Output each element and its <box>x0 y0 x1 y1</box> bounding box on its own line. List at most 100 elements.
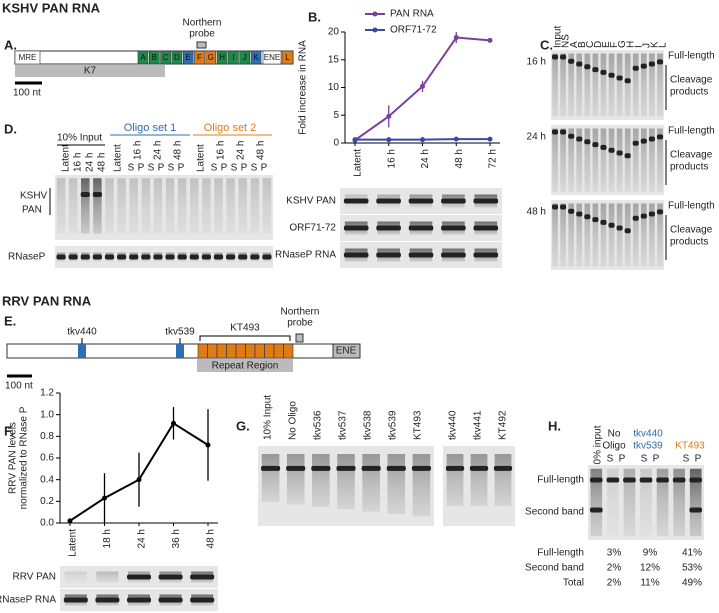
lane-label: 16 h <box>216 141 227 160</box>
gel-band <box>441 198 466 204</box>
gel-band <box>126 597 152 603</box>
lane-label: K <box>650 41 661 48</box>
lane-label: tkv441 <box>473 410 484 440</box>
gel-lane <box>576 203 583 267</box>
map-box <box>14 50 41 65</box>
map-box <box>171 50 183 65</box>
gel-lane <box>640 53 647 117</box>
gel <box>55 175 273 240</box>
sp-label: P <box>695 454 702 465</box>
gel-band <box>624 78 631 84</box>
gel-lane <box>590 468 603 537</box>
panel-letter: B. <box>308 9 321 24</box>
gel-band <box>568 58 575 64</box>
sp-label: S <box>231 163 238 174</box>
gel-band <box>608 72 615 78</box>
gel-lane <box>673 468 685 537</box>
gel-band <box>376 198 401 204</box>
lane-label: Latent <box>196 144 207 172</box>
band-label: Cleavage <box>670 75 713 86</box>
lane-label: NS <box>561 34 572 48</box>
gel-band <box>639 477 653 483</box>
gel-band <box>343 252 369 258</box>
map-box <box>281 50 294 65</box>
gel-band <box>560 204 567 210</box>
gel-lane <box>592 203 599 267</box>
table-cell: 9% <box>643 548 658 559</box>
map-label: C <box>163 53 169 62</box>
repeat <box>235 343 246 359</box>
gel-lane <box>657 128 663 192</box>
sp-label: P <box>619 454 626 465</box>
gel-band <box>56 254 66 260</box>
map-label: D <box>174 53 180 62</box>
lane-label: tkv440 <box>448 410 459 440</box>
lane-label: F <box>609 42 620 48</box>
gel-band <box>190 574 215 580</box>
table-cell: 41% <box>682 548 702 559</box>
gel <box>55 246 273 268</box>
gel-band <box>213 254 224 260</box>
map-box <box>239 50 250 65</box>
lane-label: H <box>625 41 636 48</box>
gel-lane <box>584 53 591 117</box>
y-tick-label: 0.4 <box>40 474 54 485</box>
gel-lane <box>608 128 615 192</box>
sp-label: P <box>221 163 228 174</box>
gel-lane <box>387 454 406 514</box>
gel-lane <box>312 454 330 507</box>
band-label: Full-length <box>668 126 715 137</box>
gel-lane <box>657 203 663 267</box>
label: probe <box>287 318 313 329</box>
y-tick-label: 0.6 <box>40 453 54 464</box>
gel-band <box>408 198 434 204</box>
gel-band <box>286 465 306 471</box>
gel-band <box>92 192 102 197</box>
gel-band <box>648 136 655 142</box>
gel-lane <box>560 53 566 117</box>
panel-letter: C. <box>540 37 553 52</box>
gel-band <box>689 507 703 513</box>
gel-band <box>441 252 466 258</box>
gel-band <box>201 254 211 260</box>
repeat <box>197 343 208 359</box>
gel-band <box>616 225 623 231</box>
gel-band <box>153 254 163 260</box>
gel-band <box>576 61 583 67</box>
gel-band <box>311 465 331 471</box>
band-label: products <box>670 87 708 98</box>
point <box>386 113 392 119</box>
band-label: Cleavage <box>670 225 713 236</box>
gel-lane <box>568 53 575 117</box>
x-tick-label: 24 h <box>420 149 431 168</box>
legend-label: ORF71-72 <box>390 25 437 36</box>
legend-marker <box>372 27 378 33</box>
sp-label: S <box>607 454 614 465</box>
gel-band <box>238 254 248 260</box>
point <box>171 420 176 426</box>
gel-lane <box>632 128 639 192</box>
repeat <box>264 343 275 359</box>
y-tick-label: 1.0 <box>40 409 54 420</box>
label: 100 nt <box>5 381 33 392</box>
gel-band <box>126 574 152 580</box>
sp-label: P <box>138 163 145 174</box>
probe <box>295 333 304 343</box>
gel-lane <box>68 178 78 234</box>
gel-lane <box>632 53 639 117</box>
gel-lane <box>640 128 647 192</box>
gel-band <box>560 54 567 60</box>
gel-lane <box>592 128 599 192</box>
map-label: I <box>232 53 234 62</box>
section-title: RRV PAN RNA <box>2 293 92 308</box>
y-tick-label: 15 <box>328 54 340 65</box>
sp-label: S <box>683 454 690 465</box>
point <box>102 495 107 501</box>
gel-band <box>584 139 591 145</box>
gel-band <box>177 254 187 260</box>
gel-band <box>445 465 465 471</box>
point <box>420 137 425 143</box>
gel-lane <box>632 203 639 267</box>
gel-band <box>608 222 615 228</box>
repeat-region <box>197 359 293 372</box>
